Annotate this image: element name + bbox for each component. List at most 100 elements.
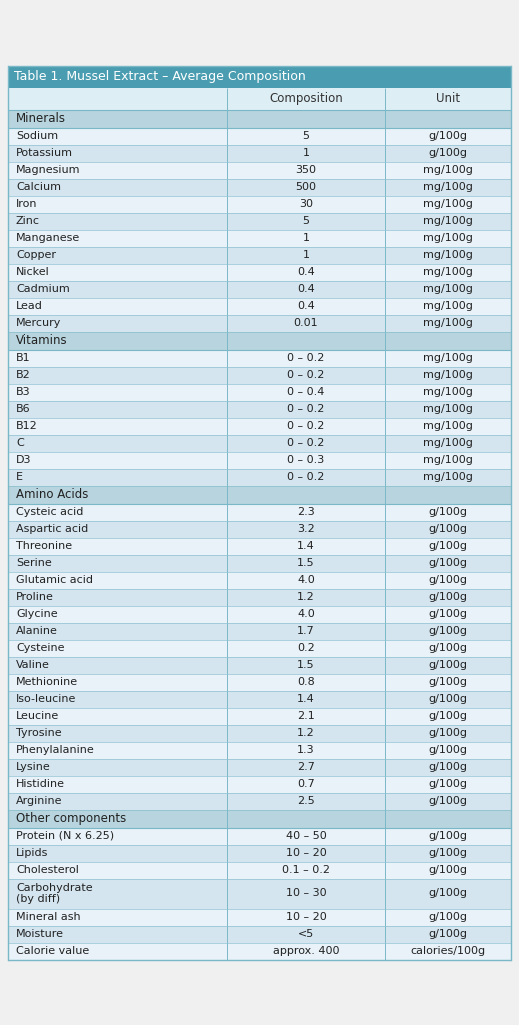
- Text: Calorie value: Calorie value: [16, 946, 89, 956]
- Text: C: C: [16, 438, 24, 448]
- Text: B1: B1: [16, 353, 31, 363]
- Bar: [8, 315, 511, 331]
- Text: 0.8: 0.8: [297, 676, 315, 687]
- Text: g/100g: g/100g: [429, 745, 468, 755]
- Text: approx. 400: approx. 400: [273, 946, 339, 956]
- Text: mg/100g: mg/100g: [423, 182, 473, 192]
- Bar: [8, 725, 511, 741]
- Bar: [8, 606, 511, 622]
- Bar: [8, 810, 511, 827]
- Bar: [8, 861, 511, 878]
- Text: D3: D3: [16, 455, 32, 465]
- Text: mg/100g: mg/100g: [423, 370, 473, 380]
- Text: Iso-leucine: Iso-leucine: [16, 694, 76, 704]
- Bar: [8, 845, 511, 861]
- Text: 0.4: 0.4: [297, 301, 315, 311]
- Text: g/100g: g/100g: [429, 626, 468, 636]
- Text: Glycine: Glycine: [16, 609, 58, 619]
- Text: Unit: Unit: [436, 92, 460, 105]
- Text: 4.0: 4.0: [297, 609, 315, 619]
- Text: 0.1 – 0.2: 0.1 – 0.2: [282, 865, 330, 875]
- Text: Cadmium: Cadmium: [16, 284, 70, 294]
- Text: E: E: [16, 472, 23, 482]
- Text: Proline: Proline: [16, 592, 54, 602]
- Text: calories/100g: calories/100g: [411, 946, 486, 956]
- Text: Cysteine: Cysteine: [16, 643, 64, 653]
- Text: g/100g: g/100g: [429, 541, 468, 551]
- Bar: [8, 792, 511, 810]
- Bar: [8, 707, 511, 725]
- Bar: [8, 331, 511, 350]
- Text: g/100g: g/100g: [429, 865, 468, 875]
- Text: mg/100g: mg/100g: [423, 404, 473, 414]
- Text: 1: 1: [303, 233, 309, 243]
- Text: 1: 1: [303, 250, 309, 260]
- Text: g/100g: g/100g: [429, 831, 468, 840]
- Text: Tyrosine: Tyrosine: [16, 728, 62, 738]
- Text: <5: <5: [298, 929, 314, 939]
- Text: mg/100g: mg/100g: [423, 301, 473, 311]
- Text: g/100g: g/100g: [429, 762, 468, 772]
- Text: Vitamins: Vitamins: [16, 334, 67, 347]
- Text: Potassium: Potassium: [16, 148, 73, 158]
- Text: B12: B12: [16, 421, 38, 430]
- Text: Nickel: Nickel: [16, 266, 50, 277]
- Bar: [8, 908, 511, 926]
- Text: 0 – 0.4: 0 – 0.4: [288, 387, 325, 397]
- Text: 30: 30: [299, 199, 313, 209]
- Text: Zinc: Zinc: [16, 216, 40, 226]
- Text: g/100g: g/100g: [429, 728, 468, 738]
- Text: 2.5: 2.5: [297, 796, 315, 806]
- Text: Threonine: Threonine: [16, 541, 72, 551]
- Bar: [8, 162, 511, 178]
- Bar: [8, 741, 511, 758]
- Text: 40 – 50: 40 – 50: [285, 831, 326, 840]
- Text: mg/100g: mg/100g: [423, 421, 473, 430]
- Text: 1: 1: [303, 148, 309, 158]
- Text: mg/100g: mg/100g: [423, 250, 473, 260]
- Text: g/100g: g/100g: [429, 643, 468, 653]
- Bar: [8, 588, 511, 606]
- Text: 0.7: 0.7: [297, 779, 315, 789]
- Text: Carbohydrate
(by diff): Carbohydrate (by diff): [16, 883, 92, 904]
- Text: g/100g: g/100g: [429, 676, 468, 687]
- Text: g/100g: g/100g: [429, 694, 468, 704]
- Bar: [8, 622, 511, 640]
- Bar: [8, 926, 511, 943]
- Text: Iron: Iron: [16, 199, 37, 209]
- Text: 5: 5: [303, 216, 309, 226]
- Text: 10 – 20: 10 – 20: [285, 912, 326, 922]
- Text: Methionine: Methionine: [16, 676, 78, 687]
- Bar: [8, 691, 511, 707]
- Text: g/100g: g/100g: [429, 609, 468, 619]
- Text: 0 – 0.2: 0 – 0.2: [288, 353, 325, 363]
- Text: Minerals: Minerals: [16, 112, 66, 125]
- Text: mg/100g: mg/100g: [423, 266, 473, 277]
- Bar: [8, 486, 511, 503]
- Text: mg/100g: mg/100g: [423, 472, 473, 482]
- Text: Lysine: Lysine: [16, 762, 51, 772]
- Text: g/100g: g/100g: [429, 711, 468, 721]
- Bar: [8, 178, 511, 196]
- Bar: [8, 758, 511, 776]
- Text: mg/100g: mg/100g: [423, 387, 473, 397]
- Text: mg/100g: mg/100g: [423, 216, 473, 226]
- Text: mg/100g: mg/100g: [423, 284, 473, 294]
- Text: B3: B3: [16, 387, 31, 397]
- Text: Aspartic acid: Aspartic acid: [16, 524, 88, 534]
- Text: mg/100g: mg/100g: [423, 353, 473, 363]
- Text: g/100g: g/100g: [429, 592, 468, 602]
- Text: Moisture: Moisture: [16, 929, 64, 939]
- Text: g/100g: g/100g: [429, 575, 468, 585]
- Text: Table 1. Mussel Extract – Average Composition: Table 1. Mussel Extract – Average Compos…: [14, 70, 306, 83]
- Text: Alanine: Alanine: [16, 626, 58, 636]
- Text: 1.4: 1.4: [297, 541, 315, 551]
- Bar: [8, 297, 511, 315]
- Bar: [8, 110, 511, 127]
- Bar: [8, 827, 511, 845]
- Text: 1.3: 1.3: [297, 745, 315, 755]
- Text: 1.4: 1.4: [297, 694, 315, 704]
- Text: g/100g: g/100g: [429, 148, 468, 158]
- Text: Calcium: Calcium: [16, 182, 61, 192]
- Bar: [8, 451, 511, 468]
